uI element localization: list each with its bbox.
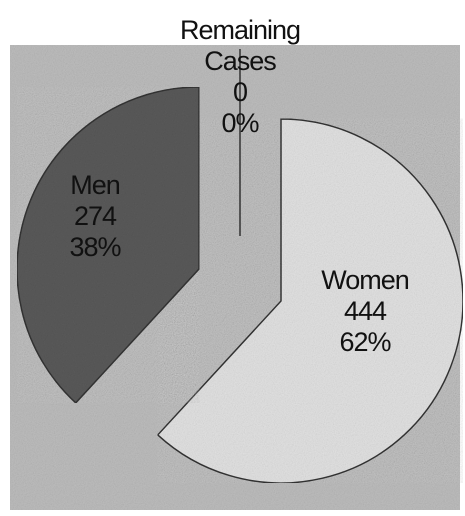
slice-name: Remaining Cases (179, 15, 301, 76)
slice-percent: 62% (339, 327, 391, 357)
slice-label: Women 444 62% (321, 265, 410, 358)
slice-percent: 38% (69, 232, 121, 262)
slice-percent: 0% (221, 108, 259, 138)
pie-slice (16, 86, 200, 405)
slice-name: Women (321, 265, 410, 295)
pie-slice (156, 118, 464, 484)
slice-value: 274 (73, 201, 117, 231)
slice-name: Men (70, 170, 121, 200)
slice-label: Remaining Cases 0 0% (165, 15, 315, 139)
slice-value: 0 (232, 77, 248, 107)
slice-label: Men 274 38% (69, 170, 121, 263)
slice-value: 444 (343, 296, 387, 326)
